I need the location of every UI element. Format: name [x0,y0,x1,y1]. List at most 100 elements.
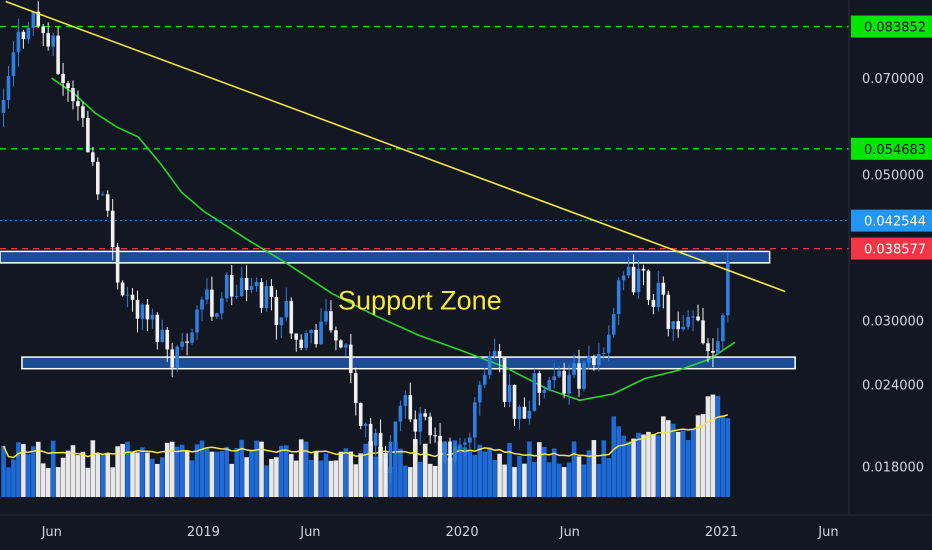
candle-body [165,329,170,350]
volume-bar [477,444,483,497]
volume-bar [512,467,517,497]
volume-bar [35,441,41,497]
volume-bar [284,445,289,497]
price-axis[interactable]: 0.070000 0.050000 0.030000 0.024000 0.018000 [862,72,924,475]
volume-bar [621,435,626,497]
x-tick-label: Jun [817,525,838,540]
volume-bar [303,441,309,497]
volume-bar [417,461,423,497]
volume-bar [412,439,418,497]
candle-body [115,247,120,283]
candle-body [11,52,16,77]
candle-body [641,268,646,271]
volume-bar [105,453,111,497]
candle-body [200,299,204,310]
volume-bar [631,438,636,497]
price-badge-label: 0.038577 [864,243,926,258]
volume-bar [591,440,597,497]
candle-body [691,316,695,318]
candle-body [46,33,50,47]
candle-body [66,83,70,89]
volume-bar [616,426,621,497]
volume-bar [541,446,547,497]
candle-body [71,88,75,102]
x-tick-label: Jun [41,525,62,540]
candle-body [175,346,179,368]
candle-body [631,266,636,293]
volume-bar [393,441,398,497]
candles-layer [1,1,730,488]
volume-bar [457,446,463,497]
candle-body [125,294,130,296]
volume-bar [378,447,383,497]
candle-body [636,268,641,293]
candle-body [56,35,60,74]
candle-body [284,300,289,318]
volume-bar [700,414,706,497]
candle-body [403,395,408,406]
price-badges: 0.083852 0.054683 0.042544 0.038577 [851,15,932,260]
time-axis[interactable]: Jun 2019 Jun 2020 Jun 2021 Jun [41,525,839,540]
candle-body [696,316,700,321]
volume-bar [522,463,527,497]
candle-body [294,333,299,340]
candle-body [86,117,90,153]
volume-bar [214,451,220,497]
volume-bar [155,463,160,497]
candle-body [398,405,403,422]
volume-bar [244,457,249,497]
volume-bar [685,440,691,497]
volume-bar [348,451,354,497]
volume-bar [75,455,81,497]
candle-body [353,373,358,404]
candle-body [517,406,522,419]
candle-body [676,321,681,330]
support-zone-2 [21,356,796,370]
candle-body [418,413,423,432]
volume-bar [239,439,244,497]
candle-body [686,316,690,327]
candle-body [592,356,596,365]
candle-body [408,395,413,420]
candle-body [532,373,537,411]
price-badge-2 [851,137,932,160]
volume-bar [259,441,264,497]
volume-bar [115,446,120,497]
candle-body [130,294,135,300]
volume-bar [293,460,299,497]
volume-bar [90,440,96,497]
volume-bar [656,435,661,497]
y-tick-label: 0.018000 [862,461,924,476]
volume-bar [343,448,349,497]
volume-bar [427,463,433,497]
candle-body [36,11,41,27]
volume-bar [606,458,612,497]
volume-bar [358,453,364,497]
volume-bar [179,444,185,497]
volume-bar [497,453,502,497]
candle-body [701,320,705,344]
volume-bar [527,441,532,497]
volume-bar [725,418,731,497]
candle-body [507,384,512,402]
candle-body [542,390,547,393]
candle-body [681,326,685,330]
candle-body [587,356,591,363]
price-badge-label: 0.083852 [864,21,926,36]
candle-body [6,76,11,100]
candle-body [626,266,631,276]
candle-body [557,370,561,377]
x-tick-label: Jun [299,525,320,540]
candle-body [309,330,313,334]
volume-bar [661,416,666,497]
volume-bar [601,440,607,497]
volume-bar [80,451,86,497]
candle-body [646,270,651,300]
moving-average-layer [51,77,736,402]
volume-bar [651,434,656,497]
volume-bar [338,451,344,497]
candle-body [314,330,318,345]
volume-bar [596,463,602,497]
candle-body [487,356,492,375]
